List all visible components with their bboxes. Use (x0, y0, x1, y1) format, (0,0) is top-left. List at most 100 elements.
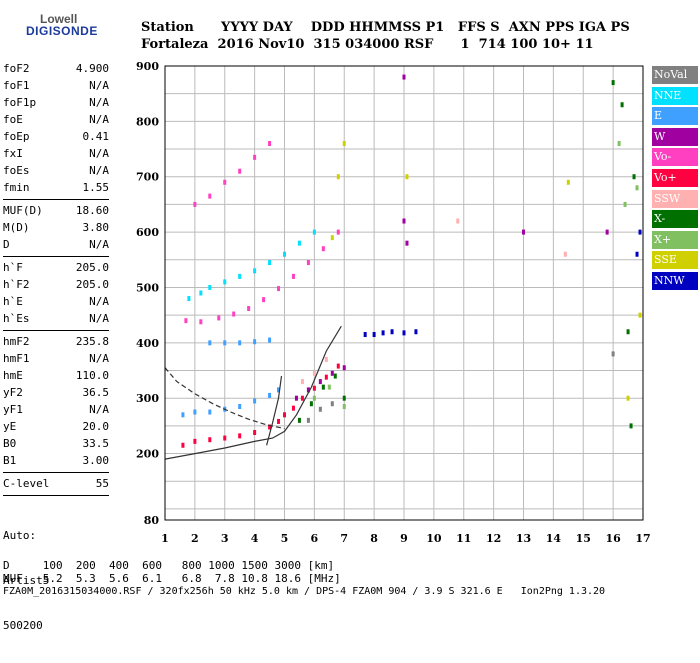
echo-point-e (223, 340, 227, 346)
echo-point-noval (330, 401, 334, 407)
echo-point-nnw (363, 332, 367, 338)
echo-point-nne (238, 273, 242, 279)
echo-point-nnw (402, 330, 406, 336)
legend-item-sse: SSE (652, 251, 698, 270)
legend-item-w: W (652, 127, 698, 146)
echo-point-vo (232, 311, 236, 317)
param-group-profile: hmF2 235.8 hmF1 N/A hmE 110.0 yF2 36.5 yF1 N/A yE 2… (3, 333, 109, 469)
ionogram-chart: 1 2 3 4 5 6 7 8 9 10 11 12 13 14 15 16 17802003004005006… (136, 60, 651, 545)
x-tick-label: 7 (340, 532, 348, 545)
param-value: 205.0 (75, 261, 109, 274)
param-label: hmE (3, 369, 23, 382)
echo-point-nne (253, 268, 257, 274)
echo-point-nne (297, 240, 301, 246)
y-tick-label: 400 (136, 337, 159, 350)
param-value: 18.60 (75, 204, 109, 217)
param-row: foF2 4.900 (3, 60, 109, 77)
param-label: fmin (3, 181, 30, 194)
echo-point-vo (217, 315, 221, 321)
echo-point-w (402, 218, 406, 224)
x-tick-label: 13 (516, 532, 531, 545)
trace-curve (266, 375, 283, 446)
echo-point-e (268, 392, 272, 398)
echo-point-vo (300, 395, 304, 401)
param-value: 205.0 (75, 278, 109, 291)
footer-file-info: FZA0M_2016315034000.RSF / 320fx256h 50 k… (3, 586, 606, 597)
echo-point-w (605, 229, 609, 235)
echo-point-x (626, 329, 630, 335)
param-label: C-level (3, 477, 50, 490)
param-row: yE 20.0 (3, 418, 109, 435)
param-value: N/A (89, 352, 109, 365)
x-tick-label: 5 (281, 532, 289, 545)
legend-item-e: E (652, 107, 698, 126)
echo-point-sse (638, 312, 642, 318)
param-row: foEs N/A (3, 162, 109, 179)
legend: NoVal NNE E W Vo- Vo+ SSW X- X+ SSE NNW (652, 66, 698, 293)
echo-point-nne (199, 290, 203, 296)
echo-point-vo (324, 374, 328, 380)
param-value: 110.0 (75, 369, 109, 382)
echo-point-w (306, 387, 310, 393)
echo-point-w (318, 379, 322, 385)
echo-point-e (277, 387, 281, 393)
echo-point-x (620, 102, 624, 108)
x-tick-label: 15 (576, 532, 591, 545)
echo-point-nnw (381, 330, 385, 336)
echo-point-e (193, 409, 197, 415)
echo-point-x (333, 373, 337, 379)
x-tick-label: 16 (605, 532, 621, 545)
param-label: foE (3, 113, 23, 126)
echo-point-x (635, 185, 639, 191)
param-row: B0 33.5 (3, 435, 109, 452)
y-tick-label: 800 (136, 115, 159, 128)
y-tick-label: 700 (136, 171, 159, 184)
param-row: foEp 0.41 (3, 128, 109, 145)
x-tick-label: 9 (400, 532, 408, 545)
x-tick-label: 11 (456, 532, 471, 545)
x-tick-label: 3 (221, 532, 229, 545)
param-value: N/A (89, 164, 109, 177)
echo-point-vo (268, 424, 272, 430)
param-label: foF1 (3, 79, 30, 92)
echo-point-sse (405, 174, 409, 180)
echo-point-e (208, 340, 212, 346)
param-value: 3.80 (82, 221, 110, 234)
y-tick-label: 300 (136, 392, 159, 405)
param-row: h`F 205.0 (3, 259, 109, 276)
chart-marks (181, 74, 642, 448)
param-label: M(D) (3, 221, 30, 234)
x-tick-label: 12 (486, 532, 501, 545)
param-value: N/A (89, 96, 109, 109)
echo-point-ssw (324, 356, 328, 362)
param-label: foEs (3, 164, 30, 177)
legend-item-noval: NoVal (652, 66, 698, 84)
param-label: hmF1 (3, 352, 30, 365)
echo-point-w (405, 240, 409, 246)
param-value: N/A (89, 312, 109, 325)
param-label: B0 (3, 437, 17, 450)
echo-point-vo (262, 297, 266, 303)
echo-point-vo (238, 433, 242, 439)
echo-point-w (522, 229, 525, 235)
echo-point-vo (312, 385, 316, 391)
header-values-row: Fortaleza 2016 Nov10 315 034000 RSF 1 71… (141, 37, 594, 52)
x-tick-label: 2 (191, 532, 199, 545)
param-group-virtual-heights: h`F 205.0 h`F2 205.0 h`E N/A h`Es N/A (3, 259, 109, 327)
y-tick-label: 600 (136, 226, 159, 239)
param-row: hmF1 N/A (3, 350, 109, 367)
echo-point-nne (312, 229, 316, 235)
echo-point-vo (247, 306, 251, 312)
param-row: MUF(D) 18.60 (3, 202, 109, 219)
echo-point-w (294, 395, 298, 401)
param-row: foF1 N/A (3, 77, 109, 94)
echo-point-vo (336, 229, 340, 235)
param-label: h`F (3, 261, 23, 274)
x-tick-label: 4 (251, 532, 259, 545)
param-group-critical-frequencies: foF2 4.900 foF1 N/A foF1p N/A foE N/A foEp 0.41 fx… (3, 60, 109, 196)
x-tick-label: 17 (635, 532, 650, 545)
echo-point-sse (336, 174, 340, 180)
param-label: foEp (3, 130, 30, 143)
param-row: B1 3.00 (3, 452, 109, 469)
echo-point-vo (238, 168, 242, 174)
